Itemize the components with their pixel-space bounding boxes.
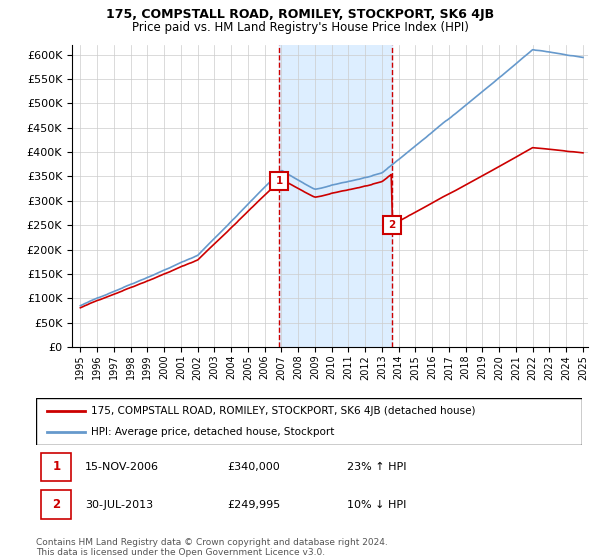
Text: 2: 2 (388, 220, 395, 230)
Text: 175, COMPSTALL ROAD, ROMILEY, STOCKPORT, SK6 4JB: 175, COMPSTALL ROAD, ROMILEY, STOCKPORT,… (106, 8, 494, 21)
Text: £340,000: £340,000 (227, 462, 280, 472)
Text: 30-JUL-2013: 30-JUL-2013 (85, 500, 153, 510)
Text: 2: 2 (52, 498, 61, 511)
Text: 23% ↑ HPI: 23% ↑ HPI (347, 462, 407, 472)
Text: 15-NOV-2006: 15-NOV-2006 (85, 462, 159, 472)
Text: £249,995: £249,995 (227, 500, 280, 510)
Text: 10% ↓ HPI: 10% ↓ HPI (347, 500, 407, 510)
Text: 1: 1 (276, 176, 283, 186)
Text: HPI: Average price, detached house, Stockport: HPI: Average price, detached house, Stoc… (91, 427, 334, 437)
Bar (280, 45, 392, 347)
Text: 1: 1 (52, 460, 61, 473)
Text: Contains HM Land Registry data © Crown copyright and database right 2024.
This d: Contains HM Land Registry data © Crown c… (36, 538, 388, 557)
FancyBboxPatch shape (36, 398, 582, 445)
FancyBboxPatch shape (41, 452, 71, 481)
Text: 175, COMPSTALL ROAD, ROMILEY, STOCKPORT, SK6 4JB (detached house): 175, COMPSTALL ROAD, ROMILEY, STOCKPORT,… (91, 406, 475, 416)
Text: Price paid vs. HM Land Registry's House Price Index (HPI): Price paid vs. HM Land Registry's House … (131, 21, 469, 34)
FancyBboxPatch shape (41, 491, 71, 519)
